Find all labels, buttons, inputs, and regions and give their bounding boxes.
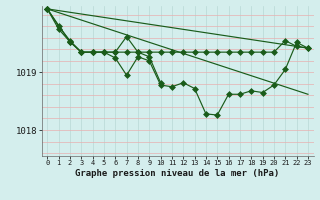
- X-axis label: Graphe pression niveau de la mer (hPa): Graphe pression niveau de la mer (hPa): [76, 169, 280, 178]
